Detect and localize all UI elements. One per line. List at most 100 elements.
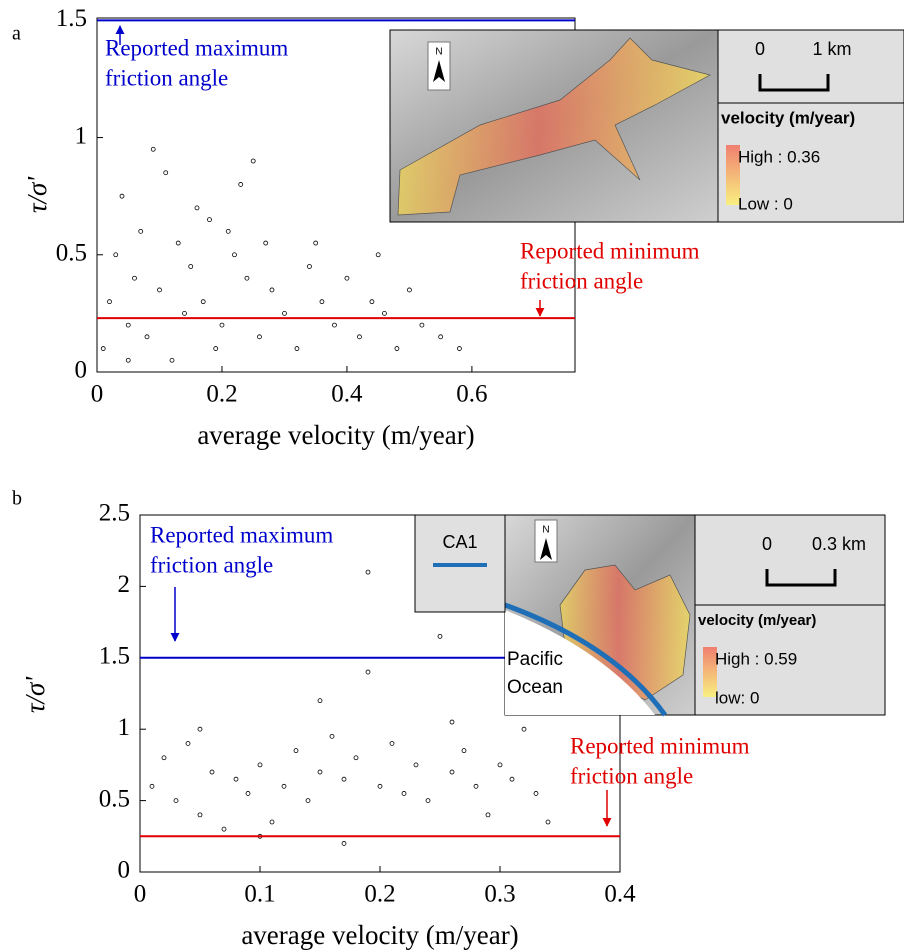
point	[307, 265, 311, 269]
point	[214, 347, 218, 351]
point	[182, 311, 186, 315]
point	[457, 347, 461, 351]
point	[150, 784, 154, 788]
point	[498, 763, 502, 767]
legend-high: High : 0.36	[738, 147, 820, 166]
point	[174, 799, 178, 803]
point	[157, 288, 161, 292]
scale-label: 0.3 km	[812, 534, 866, 554]
ocean-label: Ocean	[507, 677, 563, 698]
point	[382, 311, 386, 315]
point	[342, 777, 346, 781]
point	[246, 791, 250, 795]
legend-low: Low : 0	[738, 194, 793, 213]
legend-high: High : 0.59	[715, 649, 797, 668]
point	[207, 218, 211, 222]
legend-title: velocity (m/year)	[721, 108, 855, 127]
y-tick-label: 0.5	[99, 785, 130, 812]
point	[546, 820, 550, 824]
x-axis-label: average velocity (m/year)	[197, 420, 474, 450]
point	[145, 335, 149, 339]
point	[220, 323, 224, 327]
point	[226, 229, 230, 233]
point	[420, 323, 424, 327]
point	[201, 300, 205, 304]
annotation: friction angle	[520, 268, 643, 293]
site-label: CA1	[442, 532, 477, 552]
point	[295, 347, 299, 351]
point	[402, 791, 406, 795]
point	[332, 323, 336, 327]
point	[195, 206, 199, 210]
annotation: friction angle	[570, 763, 693, 788]
x-tick-label: 0	[134, 881, 147, 908]
point	[210, 770, 214, 774]
point	[139, 229, 143, 233]
y-tick-label: 0	[75, 357, 88, 384]
annotation: Reported minimum	[520, 238, 700, 263]
annotation: Reported maximum	[105, 35, 288, 60]
x-tick-label: 0.2	[364, 881, 395, 908]
point	[366, 670, 370, 674]
point	[294, 749, 298, 753]
scale-box	[695, 515, 885, 605]
y-tick-label: 0.5	[56, 240, 87, 267]
point	[390, 741, 394, 745]
point	[198, 727, 202, 731]
point	[151, 147, 155, 151]
point	[330, 734, 334, 738]
point	[462, 749, 466, 753]
point	[222, 827, 226, 831]
point	[120, 194, 124, 198]
y-tick-label: 1	[75, 122, 88, 149]
point	[354, 756, 358, 760]
x-tick-label: 0	[91, 381, 104, 408]
point	[245, 276, 249, 280]
point	[107, 300, 111, 304]
point	[234, 777, 238, 781]
north-label: N	[542, 525, 549, 536]
point	[306, 799, 310, 803]
point	[395, 347, 399, 351]
point	[101, 347, 105, 351]
point	[318, 770, 322, 774]
point	[486, 813, 490, 817]
point	[366, 570, 370, 574]
point	[345, 276, 349, 280]
y-tick-label: 2.5	[99, 500, 130, 527]
point	[282, 784, 286, 788]
point	[126, 323, 130, 327]
point	[258, 763, 262, 767]
point	[257, 335, 261, 339]
point	[270, 288, 274, 292]
point	[132, 276, 136, 280]
panel-label: a	[12, 23, 21, 45]
scale-label: 0	[755, 39, 765, 59]
point	[314, 241, 318, 245]
point	[426, 799, 430, 803]
point	[450, 720, 454, 724]
point	[170, 358, 174, 362]
point	[510, 777, 514, 781]
point	[162, 756, 166, 760]
y-tick-label: 1.5	[56, 5, 87, 32]
point	[114, 253, 118, 257]
point	[126, 358, 130, 362]
scale-label: 1 km	[812, 39, 851, 59]
point	[189, 265, 193, 269]
y-tick-label: 1.5	[99, 643, 130, 670]
point	[320, 300, 324, 304]
point	[407, 288, 411, 292]
point	[357, 335, 361, 339]
annotation: Reported maximum	[150, 522, 333, 547]
x-tick-label: 0.1	[244, 881, 275, 908]
point	[522, 727, 526, 731]
north-label: N	[435, 47, 442, 58]
y-axis-label: τ/σ'	[20, 676, 50, 713]
point	[450, 770, 454, 774]
x-axis-label: average velocity (m/year)	[241, 920, 518, 950]
point	[474, 784, 478, 788]
point	[251, 159, 255, 163]
panel-label: b	[12, 488, 22, 510]
point	[282, 311, 286, 315]
